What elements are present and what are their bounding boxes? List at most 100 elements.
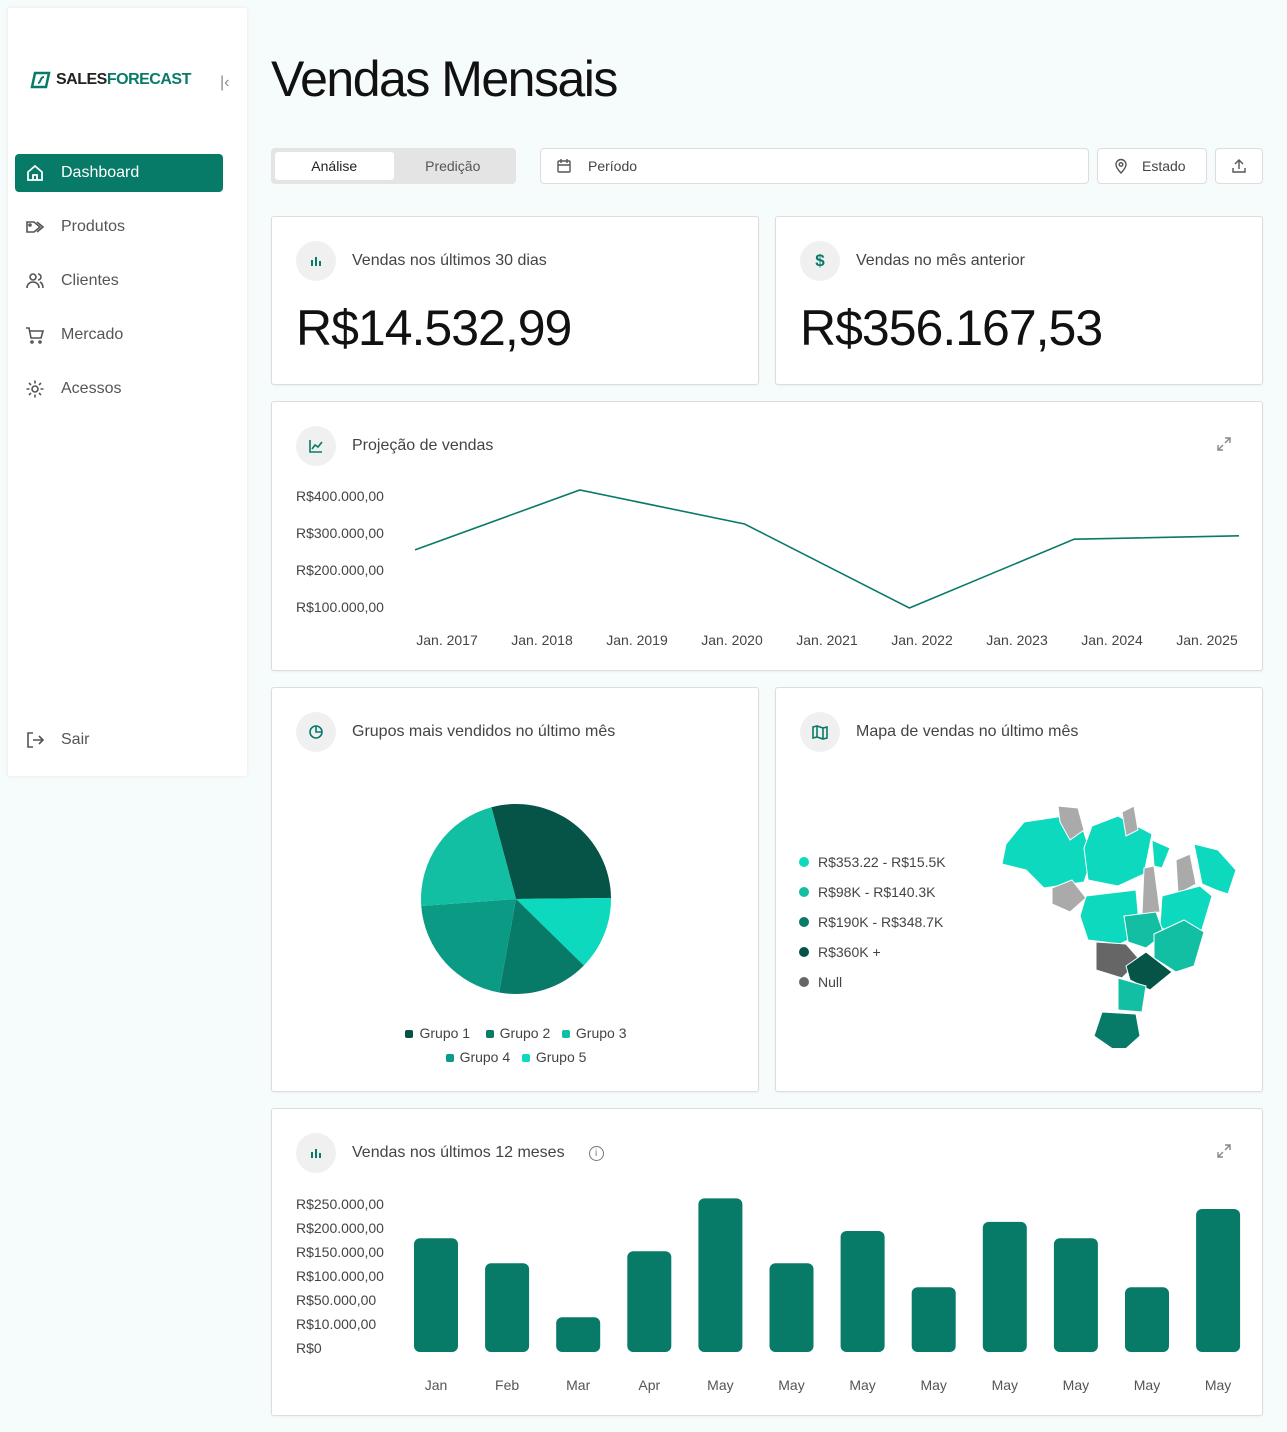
x-tick-label: May (992, 1377, 1018, 1393)
gear-icon (26, 380, 44, 398)
bar (911, 1287, 956, 1352)
bar (1125, 1287, 1169, 1352)
tab-analise[interactable]: Análise (275, 152, 394, 180)
x-tick-label: May (778, 1377, 804, 1393)
logout-button[interactable]: Sair (25, 730, 89, 750)
x-tick-label: May (1134, 1377, 1160, 1393)
map-legend: R$353.22 - R$15.5K R$98K - R$140.3K R$19… (799, 854, 946, 1004)
x-tick-label: Jan (425, 1377, 448, 1393)
page-title: Vendas Mensais (271, 51, 618, 107)
x-tick-label: May (920, 1377, 946, 1393)
pie-chart (421, 804, 611, 994)
x-tick-label: Jan. 2025 (1176, 632, 1238, 648)
logout-label: Sair (61, 731, 90, 748)
sidebar-item-clientes[interactable]: Clientes (15, 262, 223, 300)
collapse-sidebar-icon[interactable]: |‹ (220, 74, 230, 91)
state-sp (1125, 951, 1173, 991)
chart-title: Grupos mais vendidos no último mês (352, 723, 616, 740)
pie-chart-card: Grupos mais vendidos no último mês Grupo… (271, 687, 759, 1092)
state-label: Estado (1142, 158, 1186, 174)
legend-item: Grupo 1 (405, 1025, 470, 1041)
x-tick-label: May (707, 1377, 733, 1393)
bar (627, 1251, 672, 1352)
pie-chart-icon (296, 712, 336, 752)
sidebar-nav: Dashboard Produtos Clientes Mercado Aces… (15, 154, 223, 424)
line-chart-icon (296, 426, 336, 466)
legend-item: Grupo 4 (445, 1049, 510, 1065)
bar (485, 1263, 530, 1352)
cart-icon (26, 327, 45, 344)
bar-chart-icon (296, 1133, 336, 1173)
map-icon (800, 712, 840, 752)
sidebar-item-mercado[interactable]: Mercado (15, 316, 223, 354)
home-icon (27, 164, 43, 181)
sidebar: SALES FORECAST |‹ (8, 8, 247, 776)
export-button[interactable] (1215, 148, 1263, 184)
x-tick-label: Jan. 2021 (796, 632, 858, 648)
calendar-icon (557, 159, 571, 173)
bar (982, 1221, 1027, 1352)
y-tick-label: R$100.000,00 (296, 599, 384, 615)
y-tick-label: R$150.000,00 (296, 1244, 384, 1260)
expand-icon[interactable] (1216, 436, 1232, 457)
kpi-label: Vendas no mês anterior (856, 252, 1025, 269)
x-tick-label: Jan. 2023 (986, 632, 1048, 648)
state-ac-ro (1051, 879, 1087, 913)
bar (556, 1317, 601, 1352)
y-tick-label: R$200.000,00 (296, 562, 384, 578)
kpi-label: Vendas nos últimos 30 dias (352, 252, 547, 269)
x-tick-label: Jan. 2019 (606, 632, 668, 648)
x-tick-label: Jan. 2022 (891, 632, 953, 648)
state-pi (1175, 853, 1197, 895)
dollar-icon: $ (800, 241, 840, 281)
x-tick-label: Feb (495, 1377, 519, 1393)
brazil-map (1001, 805, 1237, 1048)
state-rs (1093, 1011, 1141, 1048)
y-tick-label: R$100.000,00 (296, 1268, 384, 1284)
tab-predicao[interactable]: Predição (425, 158, 481, 174)
sidebar-item-label: Mercado (61, 326, 124, 343)
sidebar-item-label: Acessos (61, 380, 122, 397)
bar-chart-card: Vendas nos últimos 12 meses i R$250.000,… (271, 1108, 1263, 1416)
bar-chart: R$250.000,00 R$200.000,00 R$150.000,00 R$10… (296, 1196, 1241, 1393)
sidebar-item-dashboard[interactable]: Dashboard (15, 154, 223, 192)
x-tick-label: Mar (566, 1377, 590, 1393)
state-to (1141, 865, 1161, 915)
sidebar-item-acessos[interactable]: Acessos (15, 370, 223, 408)
legend-item: Grupo 2 (485, 1025, 550, 1041)
line-series (414, 489, 1240, 609)
sidebar-item-label: Dashboard (61, 164, 140, 181)
state-filter-button[interactable]: Estado (1097, 148, 1207, 184)
brand-name-part1: SALES (56, 71, 107, 88)
upload-icon (1232, 159, 1246, 173)
kpi-value: R$356.167,53 (800, 300, 1103, 356)
x-tick-label: Jan. 2024 (1081, 632, 1143, 648)
x-tick-label: May (1205, 1377, 1231, 1393)
y-tick-label: R$300.000,00 (296, 525, 384, 541)
expand-icon[interactable] (1216, 1143, 1232, 1164)
legend-item: Grupo 5 (521, 1049, 586, 1065)
y-tick-label: R$50.000,00 (296, 1292, 376, 1308)
x-tick-label: Jan. 2018 (511, 632, 573, 648)
info-icon[interactable]: i (588, 1145, 604, 1161)
sidebar-item-label: Clientes (61, 272, 119, 289)
y-tick-label: R$250.000,00 (296, 1196, 384, 1212)
x-tick-label: Jan. 2017 (416, 632, 478, 648)
state-ap (1121, 805, 1139, 837)
period-placeholder: Período (588, 158, 638, 174)
pie-slice (421, 807, 516, 906)
period-picker[interactable]: Período (540, 148, 1089, 184)
bar (1196, 1208, 1241, 1352)
bar (414, 1238, 458, 1352)
kpi-card-30-days: Vendas nos últimos 30 dias R$14.532,99 (271, 216, 759, 385)
logo-icon (30, 71, 51, 89)
map-pin-icon (1115, 158, 1127, 174)
y-tick-label: R$400.000,00 (296, 488, 384, 504)
chart-title: Projeção de vendas (352, 437, 494, 454)
x-tick-label: May (1063, 1377, 1089, 1393)
chart-title: Vendas nos últimos 12 meses (352, 1144, 565, 1161)
logo: SALES FORECAST (30, 71, 191, 89)
sidebar-item-produtos[interactable]: Produtos (15, 208, 223, 246)
tags-icon (26, 221, 45, 233)
x-tick-label: May (849, 1377, 875, 1393)
